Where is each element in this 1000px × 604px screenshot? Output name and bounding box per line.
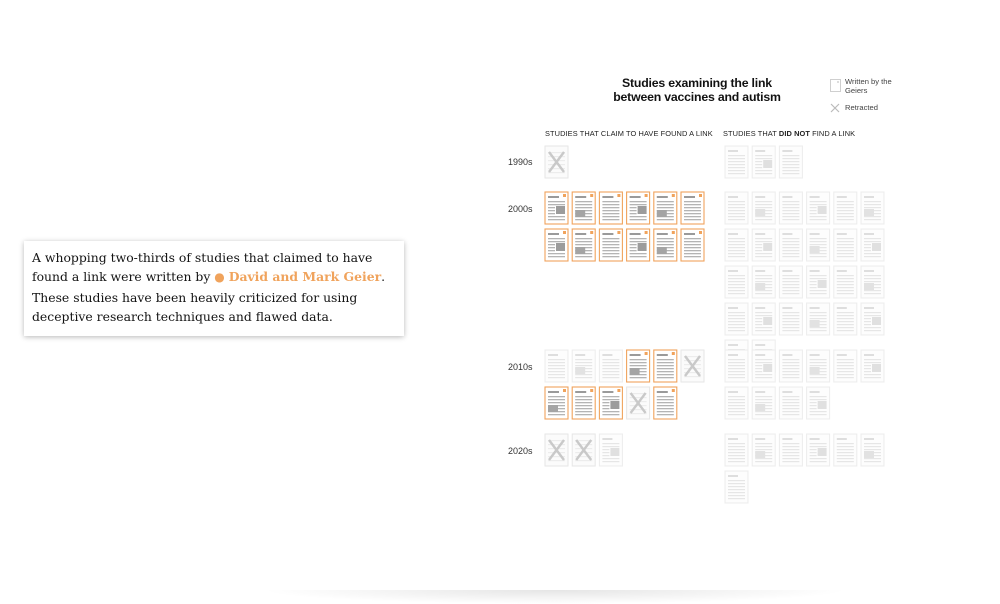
study-other (833, 302, 858, 336)
study-retracted (571, 433, 596, 467)
study-other (778, 386, 803, 420)
study-other (724, 349, 749, 383)
study-other (806, 302, 831, 336)
decade-label: 2000s (508, 204, 533, 214)
study-other (751, 339, 776, 373)
study-other (724, 470, 749, 504)
study-geier (653, 349, 678, 383)
study-geier (571, 191, 596, 225)
study-other (833, 228, 858, 262)
legend-label-retracted: Retracted (845, 103, 878, 112)
study-other (778, 228, 803, 262)
study-geier (544, 228, 569, 262)
study-other (778, 302, 803, 336)
decade-label: 2020s (508, 446, 533, 456)
study-other (778, 265, 803, 299)
study-other (598, 433, 623, 467)
study-other (860, 191, 885, 225)
study-other (751, 228, 776, 262)
study-geier (626, 228, 651, 262)
study-page-icon (830, 79, 841, 92)
study-other (860, 228, 885, 262)
page-shadow (260, 590, 850, 604)
study-other (778, 349, 803, 383)
study-other (751, 265, 776, 299)
study-geier (598, 386, 623, 420)
study-other (778, 191, 803, 225)
study-geier (544, 191, 569, 225)
study-geier (680, 228, 705, 262)
study-other (751, 145, 776, 179)
study-other (833, 265, 858, 299)
callout-text-after: . These studies have been heavily critic… (32, 269, 386, 325)
column-heading-not-found: STUDIES THAT DID NOT FIND A LINK (723, 129, 856, 138)
study-geier (626, 191, 651, 225)
annotation-callout: A whopping two-thirds of studies that cl… (24, 241, 404, 336)
study-other (860, 302, 885, 336)
decade-label: 1990s (508, 157, 533, 167)
study-other (724, 433, 749, 467)
study-other (778, 433, 803, 467)
study-other (724, 339, 749, 373)
study-retracted (544, 145, 569, 179)
study-geier (653, 191, 678, 225)
study-geier (571, 228, 596, 262)
study-geier (598, 191, 623, 225)
geier-dot-icon: ● (214, 270, 225, 285)
chart-title: Studies examining the link between vacci… (597, 76, 797, 104)
study-geier (653, 228, 678, 262)
legend-label-geiers: Written by the Geiers (845, 77, 892, 95)
study-other (724, 265, 749, 299)
study-other (806, 433, 831, 467)
study-other (833, 433, 858, 467)
study-other (751, 386, 776, 420)
study-geier (598, 228, 623, 262)
study-other (778, 145, 803, 179)
study-other (806, 265, 831, 299)
study-other (724, 191, 749, 225)
study-other (751, 349, 776, 383)
study-other (833, 191, 858, 225)
study-other (806, 386, 831, 420)
study-other (833, 349, 858, 383)
x-mark-icon (830, 103, 840, 113)
study-retracted (626, 386, 651, 420)
chart-title-line2: between vaccines and autism (613, 90, 781, 104)
decade-label: 2010s (508, 362, 533, 372)
study-other (806, 191, 831, 225)
study-other (724, 228, 749, 262)
study-geier (544, 386, 569, 420)
study-other (806, 349, 831, 383)
callout-highlight: David and Mark Geier (228, 269, 382, 285)
study-geier (626, 349, 651, 383)
study-geier (680, 191, 705, 225)
column-heading-found: STUDIES THAT CLAIM TO HAVE FOUND A LINK (545, 129, 713, 138)
study-other (860, 265, 885, 299)
study-other (860, 349, 885, 383)
chart-title-line1: Studies examining the link (622, 76, 772, 90)
study-other (598, 349, 623, 383)
study-other (806, 228, 831, 262)
study-retracted (544, 433, 569, 467)
study-other (571, 349, 596, 383)
study-other (544, 349, 569, 383)
study-geier (571, 386, 596, 420)
study-retracted (680, 349, 705, 383)
callout-text-before: A whopping two-thirds of studies that cl… (32, 250, 373, 285)
study-other (724, 386, 749, 420)
study-geier (653, 386, 678, 420)
study-other (751, 302, 776, 336)
study-other (724, 302, 749, 336)
study-other (724, 145, 749, 179)
study-other (751, 433, 776, 467)
study-other (751, 191, 776, 225)
study-other (860, 433, 885, 467)
